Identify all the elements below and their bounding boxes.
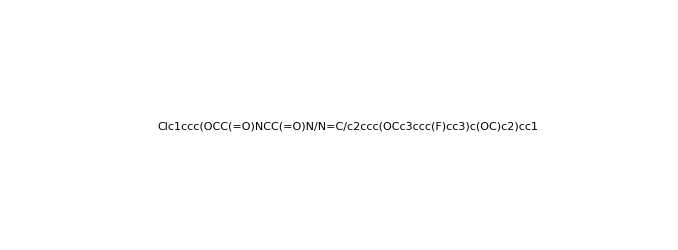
- Text: Clc1ccc(OCC(=O)NCC(=O)N/N=C/c2ccc(OCc3ccc(F)cc3)c(OC)c2)cc1: Clc1ccc(OCC(=O)NCC(=O)N/N=C/c2ccc(OCc3cc…: [157, 121, 538, 131]
